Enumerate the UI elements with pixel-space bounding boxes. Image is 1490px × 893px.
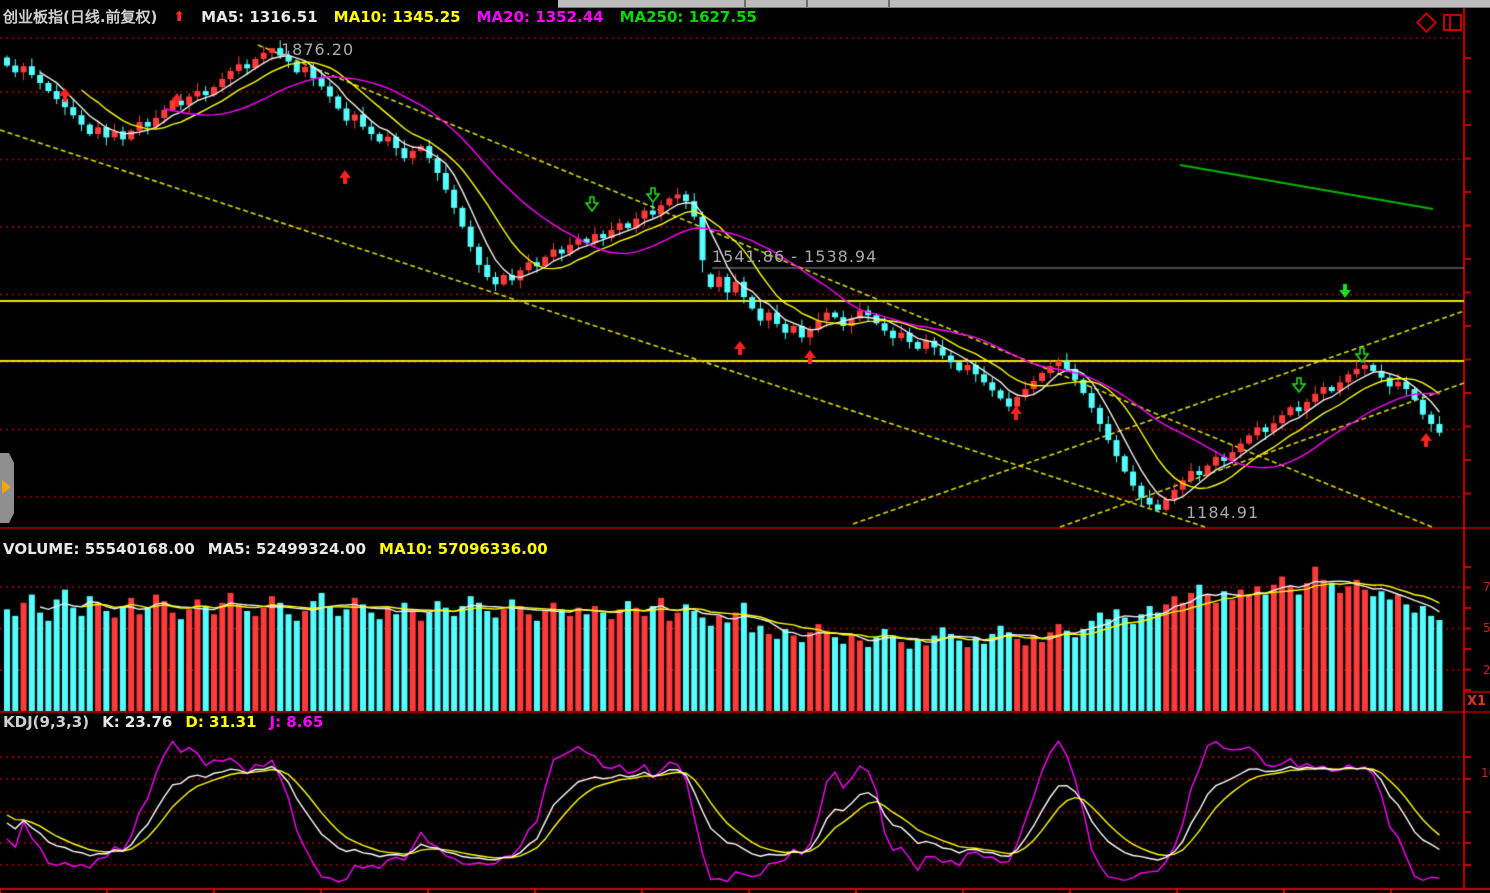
strip-notch xyxy=(806,0,808,7)
split-window-icon[interactable] xyxy=(1443,14,1462,31)
split-window-icon-divider xyxy=(1449,16,1451,29)
strip-notch xyxy=(888,0,890,7)
expand-arrow-icon xyxy=(2,480,11,494)
sidebar-expand-handle[interactable] xyxy=(0,453,14,523)
strip-notch xyxy=(744,0,746,7)
window-top-strip xyxy=(558,0,1490,8)
